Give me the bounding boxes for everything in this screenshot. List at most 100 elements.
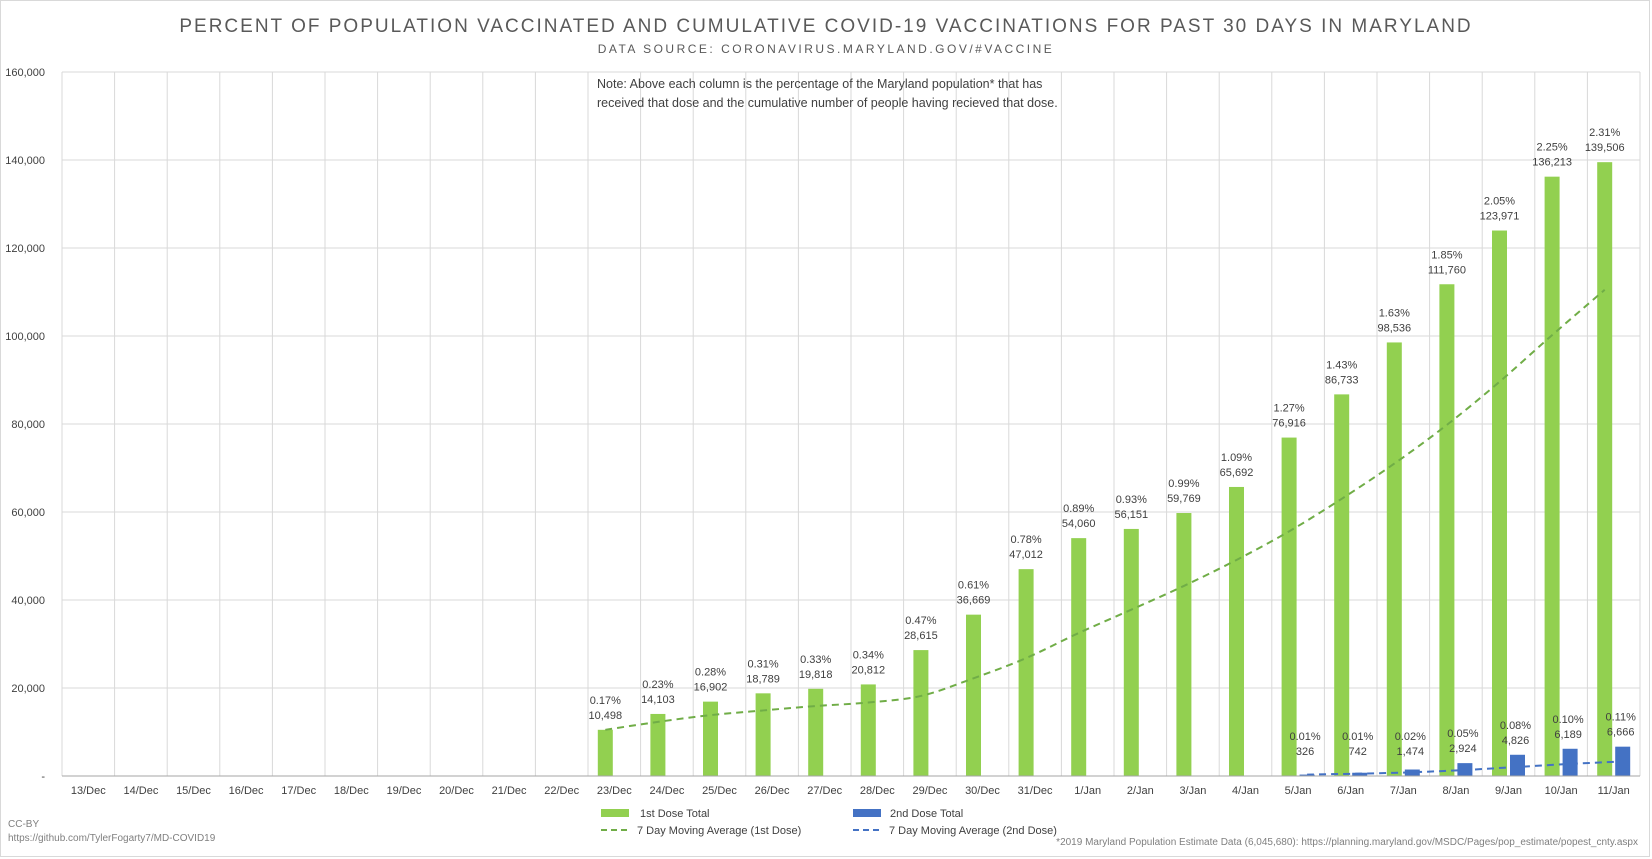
data-label-2nd-dose-pct: 0.02% bbox=[1395, 731, 1426, 743]
x-tick-label: 15/Dec bbox=[176, 785, 211, 797]
bar-1st-dose bbox=[703, 701, 718, 776]
data-label-1st-dose-pct: 1.09% bbox=[1221, 452, 1252, 464]
data-label-1st-dose-value: 98,536 bbox=[1377, 322, 1411, 334]
x-tick-label: 25/Dec bbox=[702, 785, 737, 797]
footer-population-note: *2019 Maryland Population Estimate Data … bbox=[1056, 837, 1638, 848]
bar-1st-dose bbox=[1176, 513, 1192, 776]
bar-2nd-dose bbox=[1562, 748, 1578, 776]
bar-1st-dose bbox=[755, 693, 771, 776]
chart-subtitle: DATA SOURCE: CORONAVIRUS.MARYLAND.GOV/#V… bbox=[597, 42, 1055, 56]
gridlines bbox=[61, 71, 1641, 776]
data-label-2nd-dose-pct: 0.08% bbox=[1500, 720, 1531, 732]
data-label-1st-dose-pct: 0.99% bbox=[1168, 478, 1199, 490]
y-tick-label: 60,000 bbox=[11, 507, 45, 519]
data-label-1st-dose-value: 86,733 bbox=[1325, 374, 1359, 386]
bar-1st-dose bbox=[1281, 437, 1297, 776]
data-label-1st-dose-pct: 0.47% bbox=[905, 615, 936, 627]
x-tick-label: 2/Jan bbox=[1127, 785, 1154, 797]
bar-1st-dose bbox=[1386, 342, 1402, 776]
x-tick-label: 20/Dec bbox=[439, 785, 474, 797]
data-label-2nd-dose-value: 6,189 bbox=[1554, 729, 1582, 741]
axes: - 20,000 40,000 60,000 80,000 100,000 120,000 1… bbox=[5, 67, 1640, 797]
legend-label-2nd-dose-ma: 7 Day Moving Average (2nd Dose) bbox=[889, 825, 1057, 837]
data-label-1st-dose-pct: 1.43% bbox=[1326, 359, 1357, 371]
legend-swatch-1st-dose bbox=[601, 809, 629, 817]
data-label-1st-dose-pct: 0.93% bbox=[1116, 494, 1147, 506]
bar-1st-dose bbox=[1439, 284, 1455, 776]
line-7-day-ma-2nd-dose bbox=[1307, 760, 1623, 776]
x-tick-label: 23/Dec bbox=[597, 785, 632, 797]
data-label-1st-dose-value: 36,669 bbox=[957, 595, 991, 607]
data-label-2nd-dose-pct: 0.01% bbox=[1342, 731, 1373, 743]
bar-1st-dose bbox=[966, 614, 981, 776]
data-label-1st-dose-pct: 2.31% bbox=[1589, 127, 1620, 139]
x-tick-label: 31/Dec bbox=[1018, 785, 1053, 797]
data-label-1st-dose-pct: 2.25% bbox=[1536, 142, 1567, 154]
x-tick-label: 17/Dec bbox=[281, 785, 316, 797]
bar-1st-dose bbox=[860, 684, 876, 776]
data-label-2nd-dose-pct: 0.11% bbox=[1606, 712, 1637, 724]
data-label-1st-dose-pct: 0.28% bbox=[695, 667, 726, 679]
legend-label-1st-dose-ma: 7 Day Moving Average (1st Dose) bbox=[637, 825, 801, 837]
bar-1st-dose bbox=[1544, 176, 1560, 777]
x-tick-label: 1/Jan bbox=[1074, 785, 1101, 797]
data-label-2nd-dose-value: 4,826 bbox=[1502, 735, 1530, 747]
x-tick-label: 5/Jan bbox=[1285, 785, 1312, 797]
data-label-1st-dose-pct: 0.34% bbox=[853, 649, 884, 661]
data-labels: 0.17% 10,498 0.23% 14,103 0.28% 16,902 0.31% 18… bbox=[588, 127, 1636, 758]
data-label-2nd-dose-pct: 0.01% bbox=[1289, 731, 1320, 743]
y-tick-label: 120,000 bbox=[5, 243, 45, 255]
x-tick-label: 14/Dec bbox=[123, 785, 158, 797]
x-tick-label: 13/Dec bbox=[71, 785, 106, 797]
data-label-1st-dose-value: 111,760 bbox=[1428, 264, 1466, 276]
x-tick-label: 4/Jan bbox=[1232, 785, 1259, 797]
data-label-1st-dose-value: 139,506 bbox=[1585, 142, 1625, 154]
bar-2nd-dose bbox=[1510, 754, 1525, 776]
note-line-2: received that dose and the cumulative nu… bbox=[597, 96, 1058, 110]
data-label-1st-dose-value: 54,060 bbox=[1062, 518, 1096, 530]
bar-1st-dose bbox=[1492, 230, 1507, 777]
data-label-2nd-dose-value: 1,474 bbox=[1397, 746, 1425, 758]
x-tick-label: 22/Dec bbox=[544, 785, 579, 797]
data-label-1st-dose-value: 14,103 bbox=[641, 694, 675, 706]
line-7-day-ma-1st-dose bbox=[605, 289, 1606, 731]
data-label-1st-dose-value: 136,213 bbox=[1532, 157, 1572, 169]
data-label-1st-dose-pct: 0.23% bbox=[642, 679, 673, 691]
y-tick-label: 100,000 bbox=[5, 331, 45, 343]
data-label-2nd-dose-value: 742 bbox=[1349, 746, 1367, 758]
y-tick-label: 80,000 bbox=[11, 419, 45, 431]
data-label-2nd-dose-value: 6,666 bbox=[1607, 727, 1635, 739]
data-label-1st-dose-value: 59,769 bbox=[1167, 493, 1201, 505]
x-tick-label: 26/Dec bbox=[755, 785, 790, 797]
x-tick-label: 9/Jan bbox=[1495, 785, 1522, 797]
bar-1st-dose bbox=[597, 729, 613, 776]
data-label-1st-dose-pct: 0.31% bbox=[747, 658, 778, 670]
data-label-1st-dose-value: 28,615 bbox=[904, 630, 938, 642]
bar-1st-dose bbox=[913, 650, 929, 776]
bar-1st-dose bbox=[650, 713, 666, 776]
y-tick-label: 40,000 bbox=[11, 595, 45, 607]
legend-swatch-2nd-dose bbox=[853, 809, 881, 817]
data-label-1st-dose-value: 19,818 bbox=[799, 669, 833, 681]
y-tick-label: 160,000 bbox=[5, 67, 45, 79]
data-label-1st-dose-pct: 0.17% bbox=[590, 695, 621, 707]
data-label-1st-dose-value: 65,692 bbox=[1220, 467, 1254, 479]
bar-1st-dose bbox=[1123, 528, 1139, 776]
x-tick-label: 29/Dec bbox=[912, 785, 947, 797]
chart-note: Note: Above each column is the percentag… bbox=[597, 77, 1058, 110]
bar-1st-dose bbox=[1229, 486, 1244, 776]
data-label-1st-dose-pct: 0.61% bbox=[958, 580, 989, 592]
y-tick-label: - bbox=[41, 771, 45, 783]
x-tick-label: 8/Jan bbox=[1442, 785, 1469, 797]
data-label-1st-dose-value: 18,789 bbox=[746, 673, 780, 685]
x-tick-label: 6/Jan bbox=[1337, 785, 1364, 797]
legend: 1st Dose Total 2nd Dose Total 7 Day Movi… bbox=[601, 808, 1057, 837]
x-tick-label: 24/Dec bbox=[649, 785, 684, 797]
x-tick-label: 3/Jan bbox=[1179, 785, 1206, 797]
x-tick-label: 7/Jan bbox=[1390, 785, 1417, 797]
footer: CC-BY https://github.com/TylerFogarty7/M… bbox=[8, 819, 1638, 848]
data-label-1st-dose-pct: 1.85% bbox=[1431, 249, 1462, 261]
y-tick-label: 140,000 bbox=[5, 155, 45, 167]
data-label-1st-dose-pct: 2.05% bbox=[1484, 196, 1515, 208]
